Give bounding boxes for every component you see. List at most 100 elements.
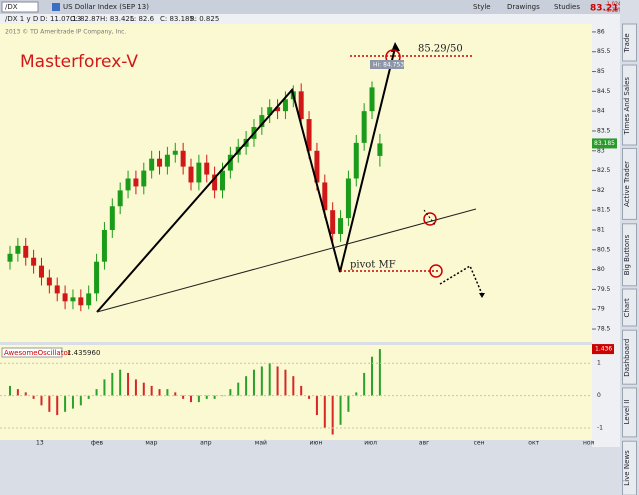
y-tick-label: 81 bbox=[597, 227, 605, 234]
ao-bar bbox=[64, 395, 67, 412]
ao-bar bbox=[260, 366, 263, 396]
x-tick-label: 13 bbox=[36, 440, 44, 447]
y-tick-label: 82.5 bbox=[597, 167, 611, 174]
ao-bar bbox=[284, 369, 287, 396]
candle-body bbox=[330, 210, 336, 234]
y-tick-label: 80 bbox=[597, 266, 605, 273]
candle-body bbox=[322, 182, 328, 211]
current-ao: 1.436 bbox=[595, 346, 612, 353]
x-tick-label: апр bbox=[200, 440, 212, 447]
ao-bar bbox=[103, 379, 106, 396]
style-button[interactable]: Style bbox=[473, 3, 491, 11]
ao-bar bbox=[87, 395, 90, 399]
ao-bar bbox=[323, 395, 326, 429]
ao-bar bbox=[205, 395, 208, 399]
study-value: 1.43596 bbox=[67, 349, 96, 357]
study-title: AwesomeOscillator bbox=[4, 349, 71, 357]
side-tab[interactable]: Level II bbox=[622, 387, 637, 438]
candle-body bbox=[62, 293, 68, 302]
info-field: L: 82.6 bbox=[130, 15, 155, 23]
y-tick-label: 78.5 bbox=[597, 326, 611, 333]
y-tick-label: 80.5 bbox=[597, 246, 611, 253]
studies-button[interactable]: Studies bbox=[554, 3, 580, 11]
oscillator bbox=[9, 349, 381, 435]
support-line bbox=[96, 208, 477, 313]
candle-body bbox=[298, 91, 304, 120]
ao-bar bbox=[158, 389, 161, 396]
ao-bar bbox=[111, 372, 114, 396]
candle-body bbox=[109, 206, 115, 230]
candle-body bbox=[172, 150, 178, 155]
y-tick-label: -1 bbox=[597, 425, 603, 432]
candle-body bbox=[149, 158, 155, 171]
high-bubble bbox=[370, 60, 404, 69]
candle-body bbox=[23, 245, 29, 258]
candle-body bbox=[94, 261, 100, 294]
ao-bar bbox=[237, 382, 240, 396]
candle-body bbox=[31, 257, 37, 266]
current-ao-box bbox=[592, 344, 614, 355]
candle-body bbox=[282, 99, 288, 112]
copyright: 2013 © TD Ameritrade IP Company, Inc. bbox=[5, 29, 126, 36]
symbol-box[interactable] bbox=[1, 1, 39, 13]
side-tab[interactable]: Trade bbox=[622, 24, 637, 62]
ao-bar bbox=[252, 369, 255, 396]
side-tab[interactable]: Live News bbox=[622, 440, 637, 495]
high-label: Hi: 84.753 bbox=[373, 62, 404, 69]
change: -1.024 bbox=[605, 2, 620, 8]
candle-body bbox=[54, 285, 60, 294]
side-tab[interactable]: Times And Sales bbox=[622, 64, 637, 145]
candle-body bbox=[361, 111, 367, 143]
ao-bar bbox=[245, 376, 248, 396]
ao-bar bbox=[308, 395, 311, 399]
flag-icon bbox=[52, 3, 60, 11]
candle-body bbox=[133, 178, 139, 187]
candle-body bbox=[125, 178, 131, 191]
side-tab[interactable]: Chart bbox=[622, 289, 637, 327]
side-tab[interactable]: Dashboard bbox=[622, 329, 637, 385]
candle-body bbox=[345, 178, 351, 219]
candle-body bbox=[157, 158, 163, 167]
candle-body bbox=[164, 154, 170, 167]
info-field: R: 0.825 bbox=[190, 15, 219, 23]
candle-body bbox=[212, 174, 218, 191]
y-tick-label: 83 bbox=[597, 147, 605, 154]
y-tick-label: 82 bbox=[597, 187, 605, 194]
description: US Dollar Index (SEP 13) bbox=[63, 3, 149, 11]
x-tick-label: май bbox=[255, 440, 267, 447]
x-tick-label: ноя bbox=[583, 440, 595, 447]
oscillator-panel bbox=[0, 345, 592, 440]
info-field: H: 83.425 bbox=[100, 15, 134, 23]
y-tick-label: 84.5 bbox=[597, 88, 611, 95]
ao-bar bbox=[229, 389, 232, 396]
price-axis bbox=[592, 24, 620, 447]
candle-body bbox=[338, 218, 344, 234]
ao-bar bbox=[150, 385, 153, 396]
candle-body bbox=[267, 107, 273, 116]
side-tab[interactable]: Big Buttons bbox=[622, 222, 637, 287]
x-tick-label: окт bbox=[528, 440, 539, 447]
ao-bar bbox=[32, 395, 35, 399]
x-tick-label: авг bbox=[419, 440, 429, 447]
ao-bar bbox=[300, 385, 303, 396]
y-tick-label: 83.5 bbox=[597, 127, 611, 134]
symbol[interactable]: /DX bbox=[5, 3, 18, 11]
brand: Masterforex-V bbox=[20, 52, 138, 72]
ao-bar bbox=[134, 379, 137, 396]
y-tick-label: 0 bbox=[597, 392, 601, 399]
ao-bar bbox=[119, 369, 122, 396]
trend-lines bbox=[96, 47, 396, 313]
candle-body bbox=[259, 115, 265, 127]
ao-bar bbox=[378, 349, 381, 396]
circle bbox=[423, 212, 437, 226]
period[interactable]: /DX 1 y D bbox=[5, 15, 38, 23]
drawings-button[interactable]: Drawings bbox=[507, 3, 540, 11]
candle-body bbox=[78, 297, 84, 306]
candles bbox=[7, 81, 383, 312]
side-tab[interactable]: Active Trader bbox=[622, 148, 637, 220]
y-tick-label: 81.5 bbox=[597, 207, 611, 214]
ao-bar bbox=[48, 395, 51, 412]
dotted-path bbox=[423, 209, 437, 227]
ao-bar bbox=[331, 395, 334, 435]
change-pct: -1.22% bbox=[605, 8, 620, 14]
